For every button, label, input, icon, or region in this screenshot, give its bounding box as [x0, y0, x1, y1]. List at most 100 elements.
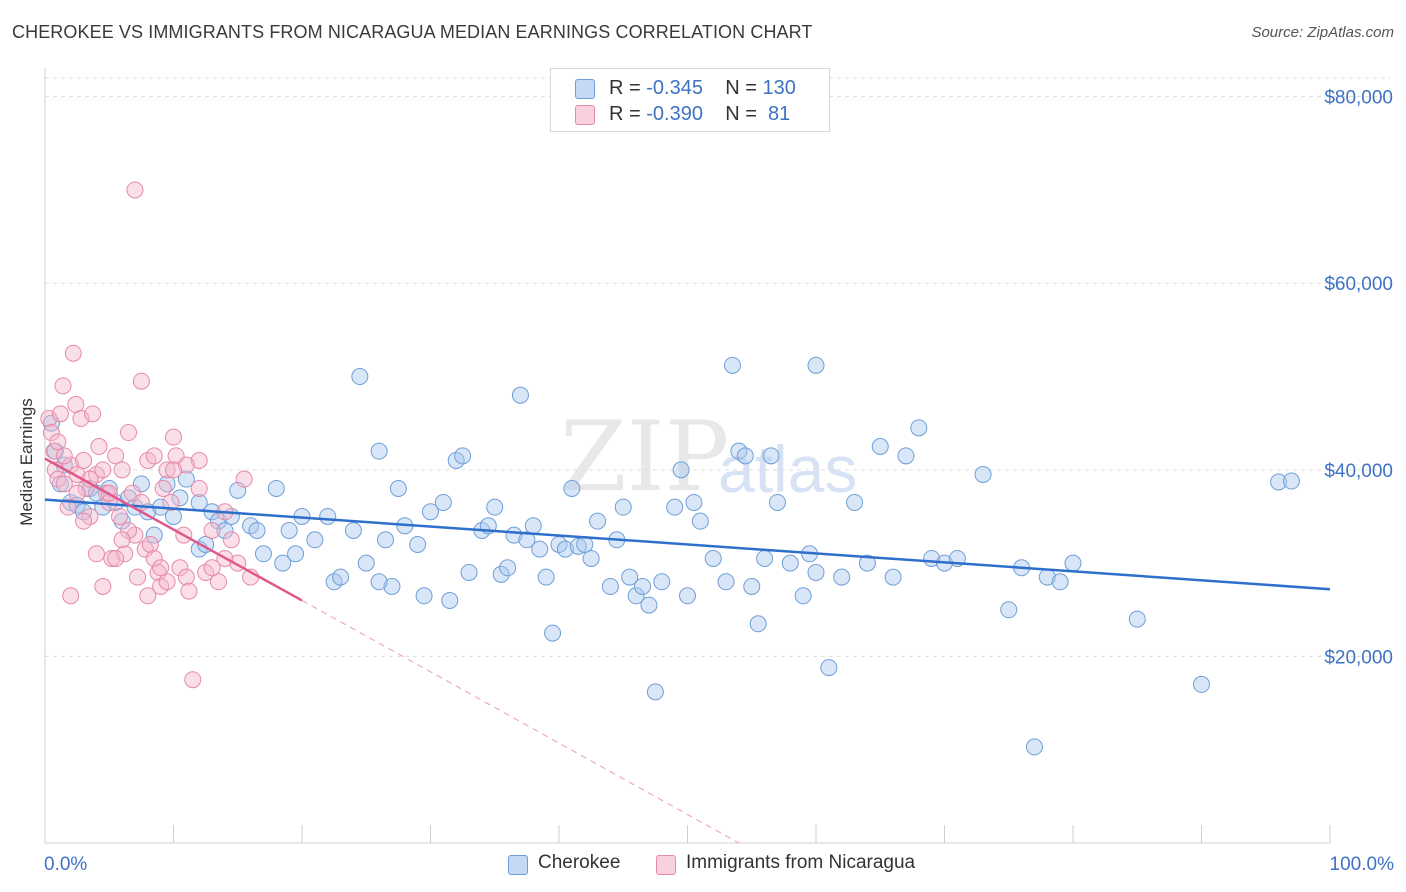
- cherokee-point: [177, 470, 195, 488]
- nicaragua-point: [75, 452, 93, 469]
- cherokee-point: [685, 493, 703, 511]
- cherokee-point: [601, 577, 619, 595]
- cherokee-point: [640, 596, 658, 614]
- nicaragua-trendline: [44, 457, 303, 602]
- y-tick-label: $40,000: [1324, 461, 1393, 482]
- cherokee-point: [723, 356, 741, 374]
- cherokee-point: [762, 447, 780, 465]
- nicaragua-point: [145, 549, 163, 567]
- cherokee-point: [1025, 738, 1043, 756]
- nicaragua-point: [203, 521, 221, 539]
- cherokee-trendline: [44, 498, 1331, 591]
- nicaragua-point: [190, 452, 208, 469]
- nicaragua-point: [154, 479, 172, 497]
- nicaragua-point: [165, 428, 182, 446]
- cherokee-point: [768, 493, 786, 511]
- cherokee-point: [132, 475, 150, 493]
- legend-nicaragua-text: R = -0.390 N = 81: [609, 103, 791, 125]
- nicaragua-swatch: [575, 105, 595, 125]
- nicaragua-point: [177, 456, 195, 474]
- nicaragua-point: [90, 438, 108, 456]
- cherokee-point: [537, 568, 555, 586]
- cherokee-point: [254, 545, 272, 563]
- cherokee-point: [511, 386, 529, 404]
- nicaragua-point: [87, 545, 105, 563]
- cherokee-point: [434, 493, 452, 511]
- nicaragua-point: [113, 461, 131, 479]
- cherokee-point: [460, 563, 478, 581]
- source-label: Source: ZipAtlas.com: [1251, 24, 1394, 41]
- watermark: ZIP: [560, 401, 729, 513]
- cherokee-point: [357, 554, 375, 572]
- nicaragua-point: [94, 577, 112, 595]
- cherokee-point: [736, 447, 754, 465]
- nicaragua-point: [145, 447, 163, 465]
- nicaragua-point: [75, 512, 93, 530]
- cherokee-swatch: [575, 79, 595, 99]
- nicaragua-point: [45, 442, 63, 460]
- cherokee-point: [1128, 610, 1146, 628]
- cherokee-point: [717, 573, 735, 591]
- cherokee-point: [344, 521, 362, 539]
- stats-legend: R = -0.345 N = 130 R = -0.390 N = 81: [550, 68, 830, 132]
- cherokee-point: [389, 479, 407, 497]
- cherokee-point: [1270, 473, 1288, 491]
- cherokee-point: [531, 540, 549, 558]
- legend-cherokee-text: R = -0.345 N = 130: [609, 77, 796, 99]
- nicaragua-point: [55, 447, 73, 465]
- nicaragua-point: [55, 475, 73, 493]
- cherokee-point: [319, 507, 337, 525]
- nicaragua-point: [62, 587, 80, 605]
- cherokee-point: [884, 568, 902, 586]
- cherokee-point: [569, 537, 587, 555]
- cherokee-point: [383, 577, 401, 595]
- cherokee-point: [492, 565, 510, 583]
- nicaragua-point: [68, 484, 86, 502]
- cherokee-point: [216, 521, 234, 539]
- cherokee-point: [332, 568, 350, 586]
- cherokee-point: [441, 591, 459, 609]
- nicaragua-point: [126, 181, 144, 199]
- cherokee-point: [634, 577, 652, 595]
- cherokee-point: [274, 554, 292, 572]
- cherokee-point: [42, 414, 60, 432]
- nicaragua-point: [152, 559, 170, 577]
- nicaragua-point: [49, 433, 67, 451]
- cherokee-point: [627, 587, 645, 605]
- cherokee-point: [897, 447, 915, 465]
- bottom-nicaragua-label: Immigrants from Nicaragua: [686, 852, 916, 873]
- cherokee-point: [743, 577, 761, 595]
- cherokee-point: [756, 549, 774, 567]
- cherokee-point: [524, 517, 542, 535]
- nicaragua-point: [107, 447, 125, 465]
- nicaragua-point: [162, 493, 180, 511]
- x-tick-label-start: 0.0%: [44, 854, 87, 875]
- nicaragua-point: [209, 573, 227, 591]
- y-axis-label: Median Earnings: [17, 398, 36, 526]
- cherokee-point: [113, 512, 131, 530]
- cherokee-point: [871, 438, 889, 456]
- bottom-cherokee-label: Cherokee: [538, 852, 621, 873]
- cherokee-point: [781, 554, 799, 572]
- nicaragua-point: [64, 344, 82, 362]
- nicaragua-point: [116, 545, 134, 563]
- cherokee-point: [544, 624, 562, 642]
- cherokee-point: [267, 479, 285, 497]
- nicaragua-point: [59, 498, 77, 516]
- cherokee-point: [653, 573, 671, 591]
- nicaragua-point: [235, 470, 253, 488]
- cherokee-point: [454, 447, 472, 465]
- nicaragua-point: [123, 484, 141, 502]
- nicaragua-point: [203, 559, 221, 577]
- cherokee-point: [704, 549, 722, 567]
- nicaragua-trendline-extension: [301, 600, 740, 844]
- cherokee-point: [589, 512, 607, 530]
- cherokee-point: [1193, 675, 1210, 693]
- cherokee-point: [846, 493, 864, 511]
- cherokee-point: [833, 568, 851, 586]
- cherokee-point: [280, 521, 298, 539]
- cherokee-point: [209, 512, 227, 530]
- cherokee-point: [145, 526, 163, 544]
- cherokee-point: [672, 461, 690, 479]
